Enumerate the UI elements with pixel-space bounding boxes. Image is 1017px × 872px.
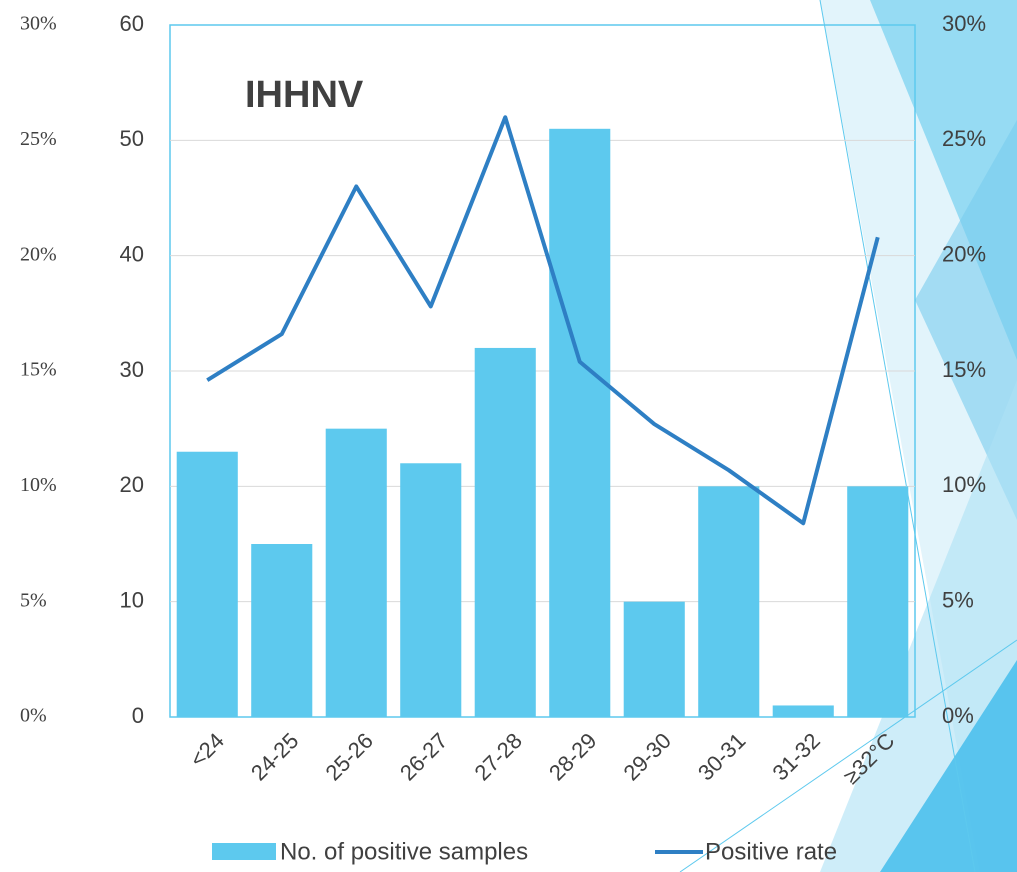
y3-tick-label: 15% [20, 359, 57, 381]
y3-tick-label: 0% [20, 705, 47, 727]
y-tick-label: 40 [120, 241, 144, 266]
bar [772, 705, 834, 717]
x-tick-label: 26-27 [395, 728, 452, 785]
legend-swatch [212, 843, 276, 860]
y2-tick-label: 0% [942, 703, 974, 728]
bar [325, 428, 387, 717]
line [206, 115, 880, 526]
x-tick-label: 24-25 [246, 728, 303, 785]
y2-tick-label: 10% [942, 472, 986, 497]
y-tick-label: 10 [120, 587, 144, 612]
bar [623, 601, 685, 717]
y2-tick-label: 5% [942, 587, 974, 612]
background-decoration [679, 0, 1017, 872]
legend-label: Positive rate [705, 838, 837, 865]
y-tick-label: 0 [132, 703, 144, 728]
legend-label: No. of positive samples [280, 838, 528, 865]
x-tick-label: 30-31 [693, 728, 750, 785]
bar [400, 463, 462, 717]
y-tick-label: 60 [120, 11, 144, 36]
y-tick-label: 20 [120, 472, 144, 497]
x-tick-label: 28-29 [544, 728, 601, 785]
bar [847, 486, 909, 717]
bar [549, 128, 611, 718]
y2-tick-label: 25% [942, 126, 986, 151]
y2-tick-label: 30% [942, 11, 986, 36]
y3-tick-label: 30% [20, 13, 57, 35]
bar [176, 451, 238, 717]
y2-tick-label: 15% [942, 357, 986, 382]
chart-title: IHHNV [245, 74, 364, 116]
x-tick-label: 31-32 [767, 728, 824, 785]
bar [474, 347, 536, 717]
bar [698, 486, 760, 717]
y3-tick-label: 25% [20, 128, 57, 150]
y-tick-label: 30 [120, 357, 144, 382]
x-tick-label: 25-26 [320, 728, 377, 785]
y3-tick-label: 20% [20, 243, 57, 265]
y3-tick-label: 10% [20, 474, 57, 496]
x-tick-label: 29-30 [618, 728, 675, 785]
bar [251, 544, 313, 717]
y-tick-label: 50 [120, 126, 144, 151]
x-tick-label: <24 [185, 728, 229, 772]
y2-tick-label: 20% [942, 241, 986, 266]
x-tick-label: 27-28 [469, 728, 526, 785]
y3-tick-label: 5% [20, 589, 47, 611]
